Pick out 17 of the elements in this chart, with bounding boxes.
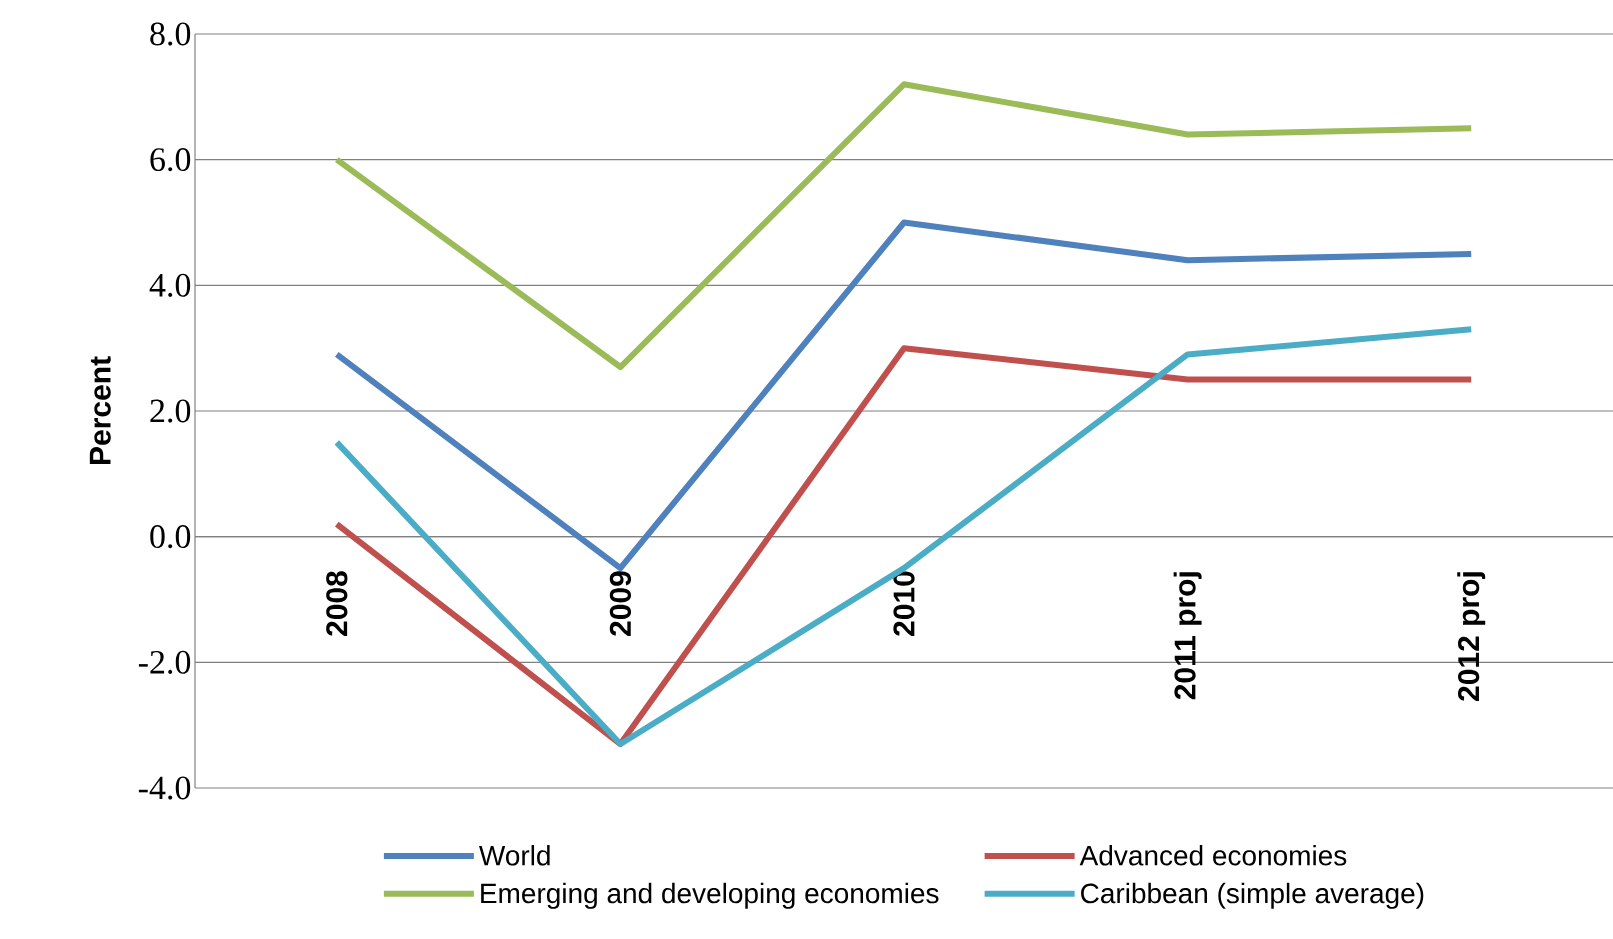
- legend-label: Caribbean (simple average): [1081, 882, 1424, 909]
- legend-label: World: [479, 845, 550, 866]
- y-axis-title: Percent: [89, 356, 111, 465]
- x-tick-label: 2011 proj: [1173, 572, 1202, 700]
- x-tick-label: 2010: [893, 571, 915, 636]
- y-tick-label: 6.0: [150, 148, 191, 172]
- legend-label: Advanced economies: [1079, 845, 1347, 866]
- legend-label: Emerging and developing economies: [481, 882, 939, 909]
- y-tick-label: 0.0: [150, 525, 191, 549]
- x-tick-label: 2008: [326, 571, 348, 636]
- x-tick-label: 2009: [609, 571, 632, 636]
- y-tick-label: -2.0: [138, 650, 191, 674]
- x-tick-label: 2012 proj: [1457, 572, 1486, 701]
- y-tick-label: 4.0: [149, 273, 191, 297]
- y-tick-label: -4.0: [138, 776, 191, 800]
- y-tick-label: 2.0: [150, 399, 191, 423]
- y-tick-label: 8.0: [150, 22, 191, 46]
